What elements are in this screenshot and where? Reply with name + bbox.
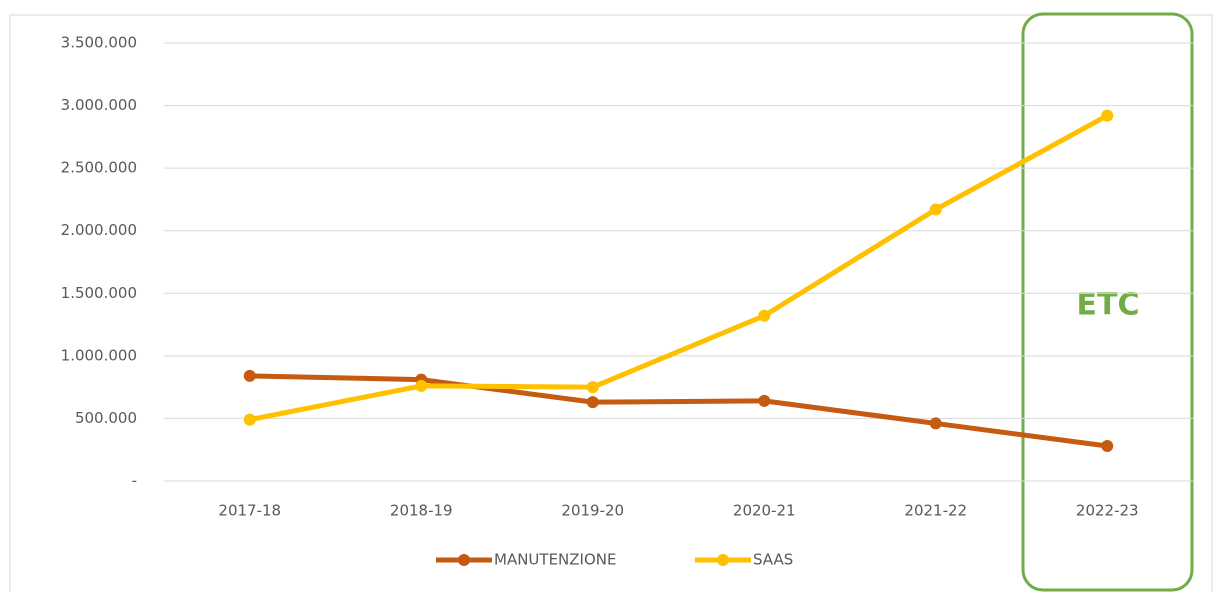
x-tick-label: 2019-20 <box>561 502 624 520</box>
y-tick-label: 1.000.000 <box>61 346 137 364</box>
data-point <box>929 417 942 430</box>
x-tick-label: 2022-23 <box>1076 502 1139 520</box>
line-series <box>249 113 1109 423</box>
x-tick-label: 2018-19 <box>390 502 453 520</box>
x-tick-label: 2020-21 <box>733 502 796 520</box>
data-point <box>1101 109 1114 122</box>
y-tick-label: 500.000 <box>75 409 137 427</box>
data-point <box>586 396 599 409</box>
y-tick-label: 2.500.000 <box>61 159 137 177</box>
legend-label: SAAS <box>753 551 793 569</box>
data-point <box>243 413 256 426</box>
legend-marker <box>717 554 729 566</box>
data-point <box>243 369 256 382</box>
legend-label: MANUTENZIONE <box>494 551 616 569</box>
data-point <box>415 379 428 392</box>
y-tick-label: 3.500.000 <box>61 34 137 52</box>
y-tick-label: 2.000.000 <box>61 221 137 239</box>
legend-marker <box>458 554 470 566</box>
chart-frame <box>9 14 1213 592</box>
data-point <box>929 203 942 216</box>
highlight-box <box>1021 12 1194 592</box>
data-point <box>758 394 771 407</box>
y-tick-label: - <box>132 472 137 490</box>
data-point <box>758 309 771 322</box>
data-point <box>586 381 599 394</box>
x-tick-label: 2017-18 <box>218 502 281 520</box>
x-tick-label: 2021-22 <box>904 502 967 520</box>
y-tick-label: 3.000.000 <box>61 96 137 114</box>
annotation: ETC <box>1077 288 1140 323</box>
line-series <box>249 373 1108 449</box>
y-tick-label: 1.500.000 <box>61 284 137 302</box>
data-point <box>1101 439 1114 452</box>
